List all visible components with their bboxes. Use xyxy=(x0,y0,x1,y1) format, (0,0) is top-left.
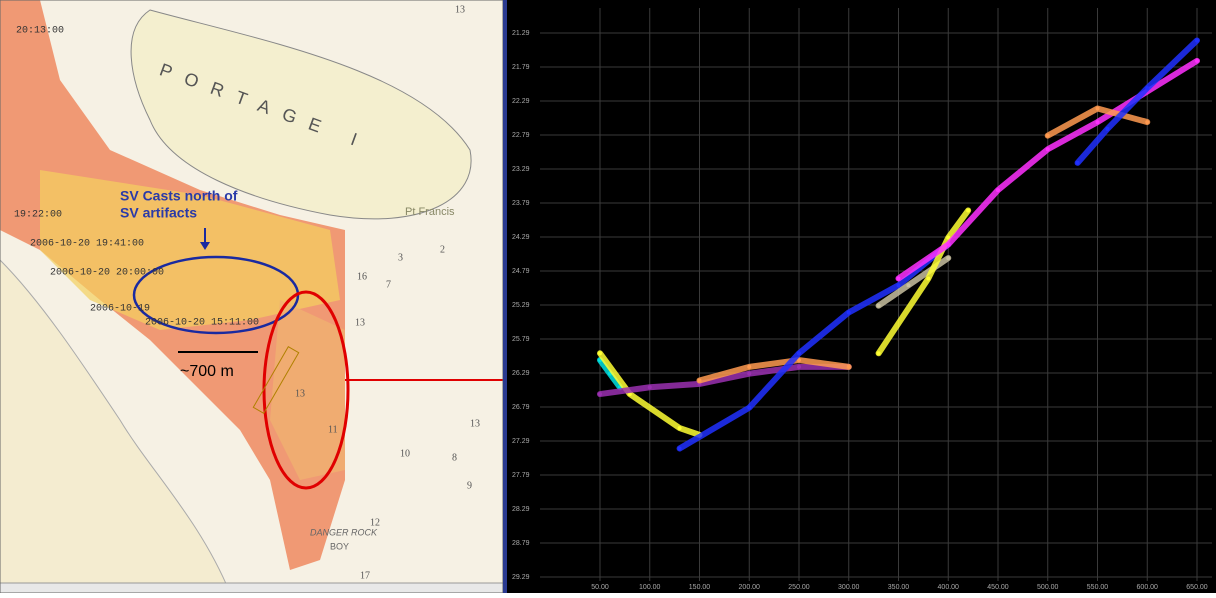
y-tick-label: 21.29 xyxy=(512,30,530,37)
y-tick-label: 25.29 xyxy=(512,302,530,309)
y-tick-label: 26.79 xyxy=(512,404,530,411)
y-tick-label: 28.29 xyxy=(512,506,530,513)
y-tick-label: 27.29 xyxy=(512,438,530,445)
time-label: 19:22:00 xyxy=(14,210,62,221)
sounding-point xyxy=(747,406,751,410)
y-tick-label: 26.29 xyxy=(512,370,530,377)
x-tick-label: 500.00 xyxy=(1037,584,1059,591)
sounding: 13 xyxy=(295,388,305,399)
sounding: 13 xyxy=(470,418,480,429)
y-tick-label: 23.29 xyxy=(512,166,530,173)
x-tick-label: 300.00 xyxy=(838,584,860,591)
rock-label: DANGER ROCK xyxy=(310,527,378,537)
y-tick-label: 29.29 xyxy=(512,574,530,581)
sounding-point xyxy=(877,351,881,355)
time-label: 2006-10-19 xyxy=(90,304,150,315)
sounding-point xyxy=(906,283,910,287)
x-tick-label: 400.00 xyxy=(938,584,960,591)
sounding-point xyxy=(747,372,751,376)
annotation: SV Casts north of xyxy=(120,188,238,204)
y-tick-label: 22.29 xyxy=(512,98,530,105)
sounding-point xyxy=(1046,147,1050,151)
time-label: 20:13:00 xyxy=(16,26,64,37)
scale-label: ~700 m xyxy=(180,363,234,380)
sounding-point xyxy=(747,365,751,369)
divider xyxy=(503,0,507,593)
x-tick-label: 350.00 xyxy=(888,584,910,591)
y-tick-label: 22.79 xyxy=(512,132,530,139)
sounding-point xyxy=(877,304,881,308)
x-tick-label: 550.00 xyxy=(1087,584,1109,591)
sounding-point xyxy=(1096,106,1100,110)
y-tick-label: 21.79 xyxy=(512,64,530,71)
sounding: 11 xyxy=(328,424,338,435)
sounding-point xyxy=(1195,38,1199,42)
time-label: 2006-10-20 20:00:00 xyxy=(50,268,164,279)
annotation: SV artifacts xyxy=(120,205,197,221)
sounding-point xyxy=(966,208,970,212)
sounding: 2 xyxy=(440,244,445,255)
sounding-point xyxy=(1145,86,1149,90)
x-tick-label: 250.00 xyxy=(788,584,810,591)
buoy-label: BOY xyxy=(330,541,349,551)
sounding-point xyxy=(897,276,901,280)
x-tick-label: 600.00 xyxy=(1137,584,1159,591)
sounding: 16 xyxy=(357,271,367,282)
sounding: 8 xyxy=(452,452,457,463)
time-label: 2006-10-20 19:41:00 xyxy=(30,239,144,250)
sounding: 13 xyxy=(355,317,365,328)
sounding-point xyxy=(648,385,652,389)
sounding-point xyxy=(897,283,901,287)
sounding-point xyxy=(847,365,851,369)
sounding: 7 xyxy=(386,279,391,290)
sounding-point xyxy=(847,310,851,314)
time-label: 2006-10-20 15:11:00 xyxy=(145,318,259,329)
sounding-point xyxy=(946,242,950,246)
sounding-point xyxy=(1195,59,1199,63)
y-tick-label: 25.79 xyxy=(512,336,530,343)
sounding-point xyxy=(1096,120,1100,124)
sounding-point xyxy=(698,378,702,382)
sounding: 10 xyxy=(400,448,410,459)
sounding-point xyxy=(1105,127,1109,131)
scrollbar[interactable] xyxy=(0,583,503,593)
sounding-point xyxy=(1076,161,1080,165)
sounding: 13 xyxy=(455,4,465,15)
x-tick-label: 200.00 xyxy=(739,584,761,591)
y-tick-label: 23.79 xyxy=(512,200,530,207)
x-tick-label: 650.00 xyxy=(1186,584,1208,591)
sounding-point xyxy=(797,365,801,369)
sounding-point xyxy=(996,188,1000,192)
sounding: 9 xyxy=(467,480,472,491)
y-tick-label: 28.79 xyxy=(512,540,530,547)
y-tick-label: 27.79 xyxy=(512,472,530,479)
sounding: 3 xyxy=(398,252,403,263)
sounding-point xyxy=(1046,134,1050,138)
x-tick-label: 100.00 xyxy=(639,584,661,591)
y-tick-label: 24.79 xyxy=(512,268,530,275)
sounding-point xyxy=(946,256,950,260)
point-label: Pt Francis xyxy=(405,206,455,218)
sounding-point xyxy=(598,392,602,396)
page: SV Casts north of SV artifacts ~700 m PO… xyxy=(0,0,1216,593)
sounding: 12 xyxy=(370,517,380,528)
chart-background xyxy=(507,0,1216,593)
sounding-point xyxy=(678,426,682,430)
sounding-point xyxy=(926,276,930,280)
sounding-point xyxy=(598,351,602,355)
x-tick-label: 450.00 xyxy=(987,584,1009,591)
sounding-point xyxy=(1145,120,1149,124)
y-tick-label: 24.29 xyxy=(512,234,530,241)
x-tick-label: 150.00 xyxy=(689,584,711,591)
figure: SV Casts north of SV artifacts ~700 m PO… xyxy=(0,0,1216,593)
sounding: 17 xyxy=(360,570,370,581)
sounding-point xyxy=(678,446,682,450)
x-tick-label: 50.00 xyxy=(591,584,609,591)
sounding-point xyxy=(797,351,801,355)
